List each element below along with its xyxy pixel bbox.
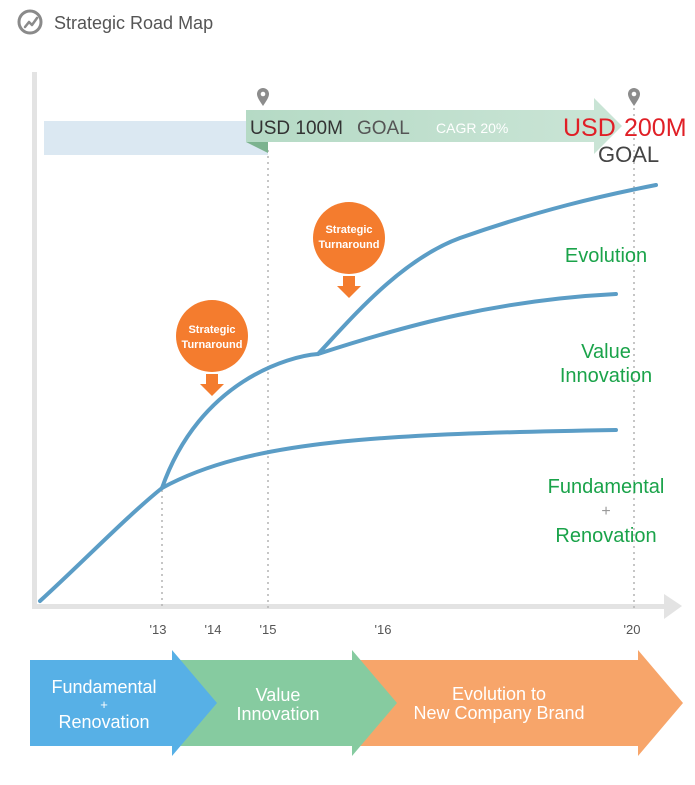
compass-chart-icon (17, 9, 43, 35)
stage-3-line1: Evolution to (452, 684, 546, 704)
tick-14: '14 (205, 622, 222, 637)
stage-arrow-3 (358, 650, 683, 756)
goal-200m-label: GOAL (598, 142, 659, 167)
tick-13: '13 (150, 622, 167, 637)
goal-arrow (246, 98, 622, 154)
stage-2-line1: Value (256, 685, 301, 705)
curve-base (38, 486, 164, 603)
page-title: Strategic Road Map (54, 12, 214, 33)
header: Strategic Road Map (16, 8, 213, 38)
turnaround-badge-1: Strategic Turnaround (176, 300, 248, 396)
growth-curves (38, 183, 658, 603)
goal-200m-amount: 200M (624, 114, 687, 142)
timeline-band (44, 121, 268, 155)
stage-1-line2: + (100, 697, 108, 712)
goal-200m-currency: USD (563, 114, 616, 142)
stage-3-line2: New Company Brand (413, 703, 584, 723)
stage-1-line3: Renovation (58, 712, 149, 732)
turnaround-2-line2: Turnaround (319, 239, 380, 251)
goal-100m-amount: USD 100M (250, 118, 343, 139)
label-renovation: Renovation (555, 525, 656, 547)
x-tick-labels: '13 '14 '15 '16 '20 (150, 622, 641, 637)
curve-fundamental (160, 428, 618, 490)
stage-arrow-1 (30, 650, 217, 756)
guide-lines (161, 108, 635, 608)
location-pin-icon (628, 88, 640, 106)
tick-15: '15 (260, 622, 277, 637)
label-evolution: Evolution (565, 245, 647, 267)
tick-20: '20 (624, 622, 641, 637)
turnaround-badge-2: Strategic Turnaround (313, 202, 385, 298)
turnaround-1-line2: Turnaround (182, 339, 243, 351)
y-axis (32, 72, 37, 609)
label-innovation: Innovation (560, 365, 652, 387)
curve-evolution (316, 183, 658, 356)
stage-arrow-2 (175, 650, 397, 756)
goal-100m-label: GOAL (357, 118, 410, 139)
label-value: Value (581, 341, 631, 363)
turnaround-1-line1: Strategic (188, 324, 235, 336)
cagr-label: CAGR 20% (436, 120, 508, 136)
tick-16: '16 (375, 622, 392, 637)
stage-1-line1: Fundamental (51, 677, 156, 697)
stage-2-line2: Innovation (236, 704, 319, 724)
x-axis-arrow (664, 594, 682, 619)
stage-arrows (30, 650, 683, 756)
x-axis (32, 604, 666, 609)
label-fundamental: Fundamental (548, 476, 665, 498)
label-plus: + (601, 503, 610, 520)
turnaround-2-line1: Strategic (325, 224, 372, 236)
location-pin-icon (257, 88, 269, 106)
